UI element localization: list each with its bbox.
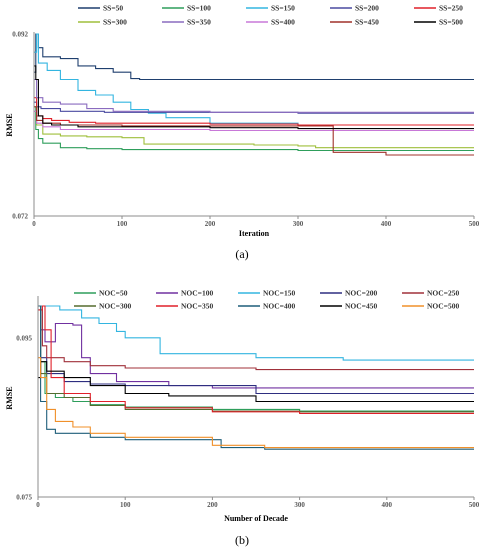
legend-entry: SS=50 [103,4,123,13]
legend-entry: NOC=450 [345,302,377,311]
series-line [38,305,474,395]
legend-entry: NOC=100 [181,289,213,298]
legend-entry: NOC=500 [427,302,459,311]
legend-entry: SS=500 [439,18,463,27]
legend-entry: NOC=350 [181,302,213,311]
x-axis-label: Iteration [239,229,270,238]
legend-entry: SS=400 [271,18,295,27]
x-tick-label: 200 [207,501,218,509]
panel-label: (a) [235,247,248,261]
series-line [38,305,474,389]
legend-entry: NOC=400 [263,302,295,311]
legend-entry: NOC=300 [99,302,131,311]
y-tick-label: 0.072 [12,213,28,221]
series-line [34,33,474,81]
series-line [38,305,474,414]
x-tick-label: 400 [382,501,393,509]
x-tick-label: 400 [381,220,392,228]
series-line [34,78,474,113]
y-tick-label: 0.075 [16,494,32,502]
series-line [38,361,474,403]
series-line [34,106,474,149]
legend-entry: SS=350 [187,18,211,27]
series-line [38,309,474,371]
legend-entry: NOC=250 [427,289,459,298]
series-line [34,110,474,132]
legend-entry: SS=100 [187,4,211,13]
y-tick-label: 0.095 [16,334,32,342]
legend: SS=50 SS=100 SS=150 SS=200 SS=250 SS=300 SS=35… [78,4,463,27]
x-tick-label: 0 [32,220,36,228]
x-tick-label: 200 [205,220,216,228]
legend-entry: SS=250 [439,4,463,13]
y-tick-label: 0.092 [12,31,28,39]
series-line [38,305,474,412]
legend: NOC=50 NOC=100 NOC=150 NOC=200 NOC=250 NOC=30… [74,289,459,311]
x-tick-label: 100 [117,220,128,228]
series-line [34,33,474,126]
series-line [34,65,474,130]
y-axis-label: RMSE [5,113,14,136]
legend-entry: NOC=150 [263,289,295,298]
x-tick-label: 500 [469,501,480,509]
legend-entry: SS=300 [103,18,127,27]
series-line [34,101,474,114]
x-tick-label: 300 [293,220,304,228]
x-axis-label: Number of Decade [224,514,288,523]
series-line [34,106,474,156]
chart-panel-1: 0 100 200 300 400 500 0.072 0.092 Iteration RMSE S… [5,4,480,262]
series-line [38,305,474,450]
legend-entry: SS=450 [355,18,379,27]
x-tick-label: 100 [120,501,131,509]
series-line [38,357,474,449]
chart-panel-2: 0 100 200 300 400 500 0.075 0.095 Number of Deca… [5,289,480,548]
legend-entry: NOC=200 [345,289,377,298]
legend-entry: SS=150 [271,4,295,13]
x-tick-label: 500 [469,220,480,228]
panel-label: (b) [235,533,249,547]
legend-entry: NOC=50 [99,289,128,298]
y-axis-label: RMSE [5,386,14,409]
x-tick-label: 300 [294,501,305,509]
series-line [38,305,474,361]
legend-entry: SS=200 [355,4,379,13]
x-tick-label: 0 [36,501,40,509]
series-line [34,106,474,152]
